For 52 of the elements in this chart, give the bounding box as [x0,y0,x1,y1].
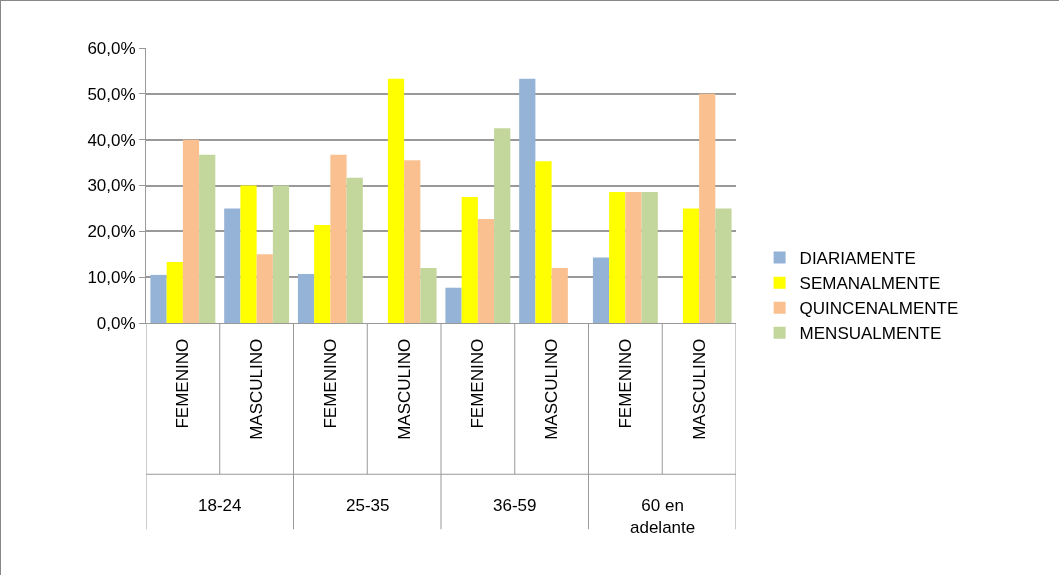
bar [182,139,200,323]
x-tick-label: MASCULINO [689,338,709,440]
legend-label: SEMANALMENTE [799,274,941,294]
bar [682,208,700,323]
bar [420,268,437,323]
bar [551,268,568,323]
bar [346,177,363,323]
x-tick-label: MASCULINO [542,338,562,440]
bar [609,191,626,323]
bar [494,128,511,323]
bar [314,224,331,323]
y-tick-label: 30,0% [87,176,136,196]
bar [592,257,610,323]
bar [625,191,642,323]
y-tick-label: 20,0% [87,222,136,242]
x-tick-label: FEMENINO [320,338,340,429]
y-tick-label: 10,0% [87,268,136,288]
bar [461,196,478,323]
bar [150,274,167,323]
bar [199,154,216,323]
x-tick-label: MASCULINO [394,338,414,440]
bar [166,262,183,323]
text: 18-24 [198,496,242,515]
x-tick-label: MASCULINO [247,338,267,440]
y-tick-label: 50,0% [87,84,136,104]
bar [256,254,273,323]
legend-label: QUINCENALMENTE [799,299,959,319]
bar [387,78,405,323]
bar [445,287,462,323]
bar [330,154,347,323]
bar [535,161,552,323]
bar [477,218,495,323]
bar [641,191,658,323]
x-tick-label: FEMENINO [173,338,193,429]
y-tick-label: 0,0% [96,313,136,333]
x-tick-label: FEMENINO [468,338,488,429]
bar [699,93,716,323]
y-tick-label: 40,0% [87,130,136,150]
bar [519,78,536,323]
bar [404,160,421,323]
bar [715,208,732,323]
legend-label: DIARIAMENTE [799,249,916,269]
x-tick-label: FEMENINO [615,338,635,429]
bar [297,273,315,323]
bar [224,208,241,323]
text: 60 en adelante [630,496,696,538]
text: 36-59 [493,496,537,515]
bar [272,185,290,323]
text: 25-35 [346,496,390,515]
bar [240,185,257,323]
legend-label: MENSUALMENTE [799,324,942,344]
y-tick-label: 60,0% [87,38,136,58]
